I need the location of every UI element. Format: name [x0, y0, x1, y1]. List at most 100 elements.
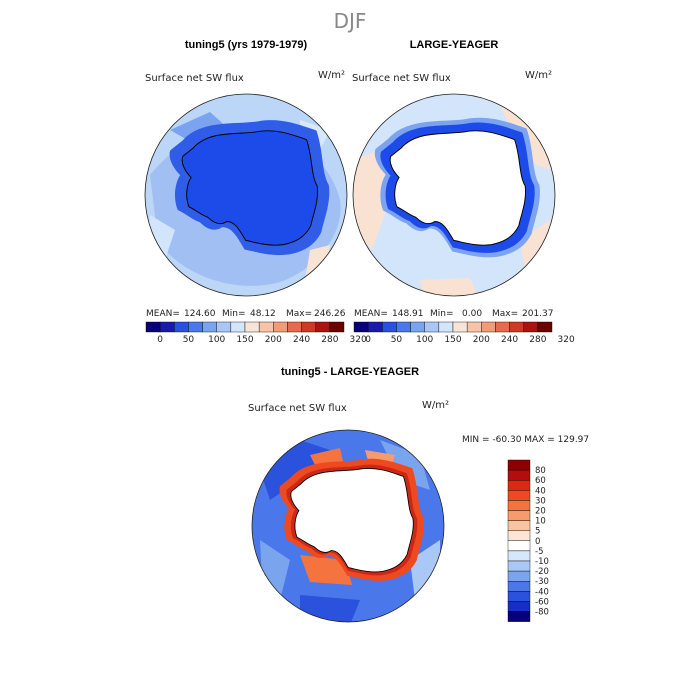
- colorbar-swatch: [424, 321, 440, 333]
- colorbar-tick-label: -80: [535, 608, 549, 618]
- panel-title: tuning5 - LARGE-YEAGER: [281, 366, 419, 378]
- panel-large-yeager: LARGE-YEAGER Surface net SW flux W/m² ME…: [352, 39, 575, 345]
- panel-title: tuning5 (yrs 1979-1979): [185, 39, 308, 51]
- mean-value: 124.60: [184, 309, 216, 319]
- ocean-patch: [380, 440, 430, 490]
- colorbar-swatch: [507, 550, 531, 562]
- colorbar-swatch: [507, 601, 531, 612]
- colorbar-tick-label: -30: [535, 577, 549, 587]
- colorbar-tick-label: 150: [236, 335, 253, 345]
- warm-patch: [420, 278, 480, 296]
- colorbar: 0 50 100 150 200 240 280 320: [145, 321, 367, 345]
- colorbar-swatch: [507, 540, 531, 552]
- mean-label: MEAN=: [354, 309, 388, 319]
- colorbar-swatch: [315, 321, 331, 333]
- mean-label: MEAN=: [146, 309, 180, 319]
- colorbar-swatch: [244, 321, 260, 333]
- panel-difference: tuning5 - LARGE-YEAGER Surface net SW fl…: [248, 366, 589, 623]
- variable-label: Surface net SW flux: [352, 73, 451, 84]
- variable-label: Surface net SW flux: [248, 403, 347, 414]
- colorbar-swatch: [523, 321, 539, 333]
- colorbar-swatch: [495, 321, 510, 333]
- colorbar-tick-label: 0: [157, 335, 163, 345]
- map-boundary: [144, 93, 348, 297]
- colorbar-tick-label: 0: [365, 335, 371, 345]
- colorbar: 0 50 100 150 200 240 280 320: [353, 321, 575, 345]
- colorbar-swatch: [507, 490, 531, 501]
- colorbar-swatch: [216, 321, 232, 333]
- colorbar-tick-label: 280: [321, 335, 338, 345]
- colorbar-tick-label: 240: [501, 335, 518, 345]
- colorbar-swatch: [507, 459, 531, 471]
- panel-title: LARGE-YEAGER: [410, 39, 499, 51]
- units-label: W/m²: [318, 70, 345, 81]
- min-label: Min=: [222, 309, 246, 319]
- colorbar-swatch: [507, 520, 531, 531]
- colorbar-tick-label: 50: [391, 335, 403, 345]
- colorbar-swatch: [367, 321, 383, 333]
- map-field: [145, 94, 347, 296]
- map-field: [353, 94, 555, 296]
- map-boundary: [251, 429, 445, 623]
- colorbar-tick-label: -60: [535, 597, 549, 607]
- colorbar-tick-label: -10: [535, 557, 549, 567]
- colorbar-tick-label: 200: [265, 335, 282, 345]
- max-value: 246.26: [314, 309, 346, 319]
- colorbar-swatch: [353, 321, 369, 333]
- colorbar-tick-label: 0: [535, 537, 540, 547]
- colorbar-swatch: [258, 321, 274, 333]
- colorbar-swatch: [396, 321, 411, 333]
- colorbar-swatch: [507, 581, 531, 592]
- min-label: Min=: [430, 309, 454, 319]
- colorbar-tick-label: 5: [535, 527, 540, 537]
- stats-row: MEAN= 148.91 Min= 0.00 Max= 201.37: [354, 309, 554, 319]
- colorbar-swatch: [410, 321, 425, 333]
- colorbar-swatch: [230, 321, 246, 333]
- colorbar-swatch: [507, 480, 531, 491]
- colorbar-swatch: [145, 321, 161, 333]
- colorbar-swatch: [509, 321, 524, 333]
- minmax-text: MIN = -60.30 MAX = 129.97: [462, 435, 589, 445]
- colorbar-swatch: [466, 321, 482, 333]
- variable-label: Surface net SW flux: [145, 73, 244, 84]
- map-boundary: [352, 93, 556, 297]
- max-label: Max=: [492, 309, 518, 319]
- figure-title: DJF: [334, 9, 367, 33]
- colorbar-swatch: [287, 321, 302, 333]
- colorbar-swatch: [481, 321, 496, 333]
- colorbar-tick-label: 30: [535, 496, 546, 506]
- colorbar-tick-label: 80: [535, 466, 546, 476]
- mean-value: 148.91: [392, 309, 424, 319]
- colorbar-swatch: [507, 570, 531, 582]
- colorbar-swatch: [507, 500, 531, 511]
- colorbar-swatch: [202, 321, 217, 333]
- colorbar-swatch: [537, 321, 553, 333]
- colorbar-swatch: [452, 321, 468, 333]
- units-label: W/m²: [422, 400, 449, 411]
- colorbar-tick-label: 20: [535, 507, 546, 517]
- colorbar-tick-label: 150: [444, 335, 461, 345]
- colorbar-tick-label: 50: [183, 335, 195, 345]
- colorbar-tick-label: 10: [535, 517, 546, 527]
- colorbar-swatch: [174, 321, 189, 333]
- colorbar-tick-label: 100: [416, 335, 433, 345]
- colorbar-tick-label: 200: [473, 335, 490, 345]
- colorbar-swatch: [507, 591, 531, 602]
- colorbar-tick-label: 40: [535, 486, 546, 496]
- colorbar-swatch: [329, 321, 345, 333]
- stats-row: MEAN= 124.60 Min= 48.12 Max= 246.26: [146, 309, 346, 319]
- colorbar-swatch: [159, 321, 175, 333]
- colorbar-swatch: [273, 321, 288, 333]
- colorbar-tick-label: -20: [535, 567, 549, 577]
- colorbar-tick-label: 280: [529, 335, 546, 345]
- max-label: Max=: [286, 309, 312, 319]
- colorbar-tick-label: 240: [293, 335, 310, 345]
- max-value: 201.37: [522, 309, 554, 319]
- colorbar-swatch: [188, 321, 203, 333]
- colorbar-swatch: [507, 611, 531, 622]
- colorbar-swatch: [507, 530, 531, 542]
- colorbar-tick-label: 100: [208, 335, 225, 345]
- colorbar-tick-label: -40: [535, 587, 549, 597]
